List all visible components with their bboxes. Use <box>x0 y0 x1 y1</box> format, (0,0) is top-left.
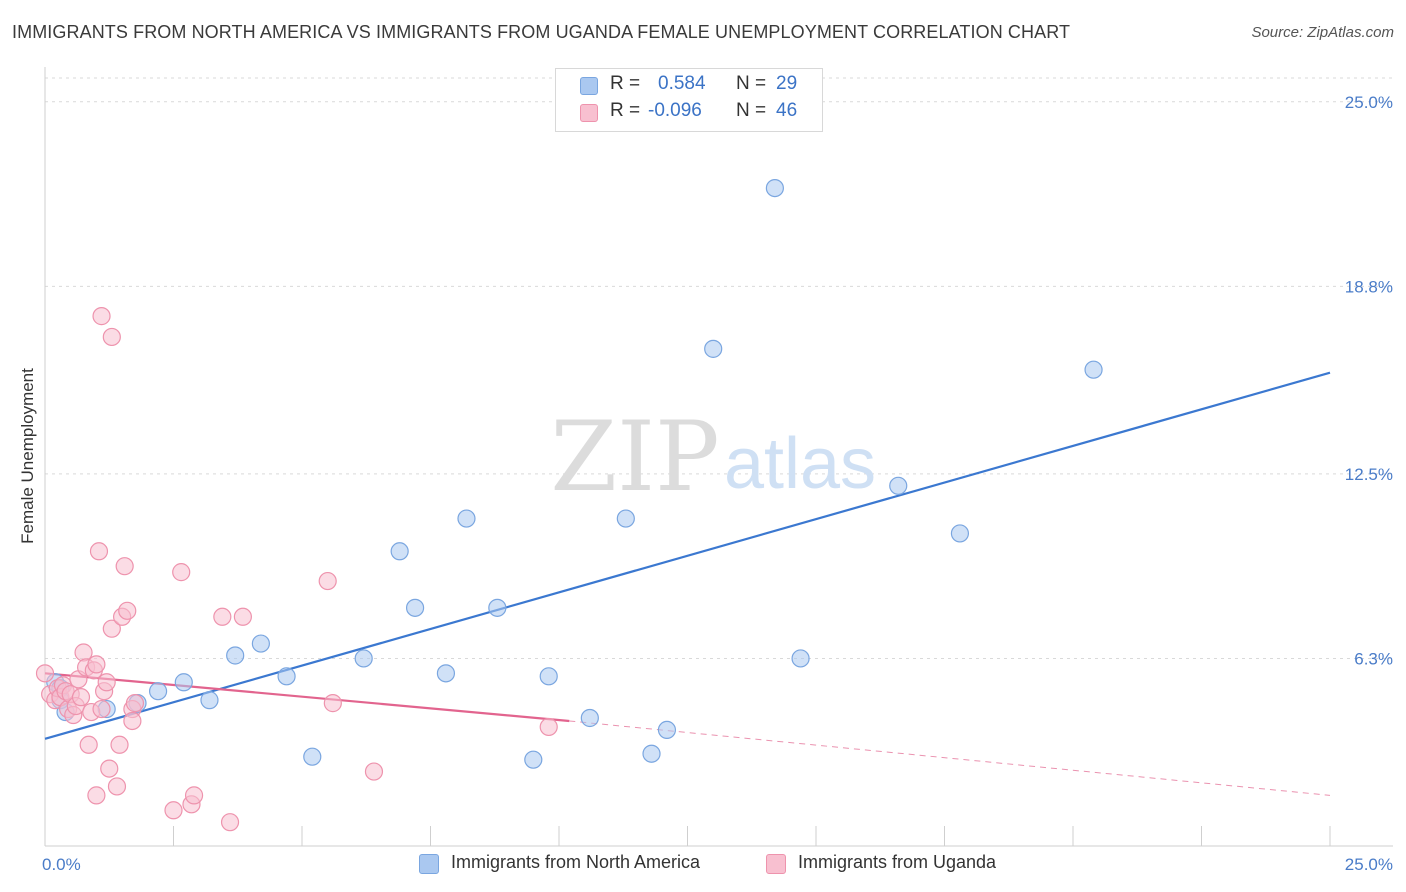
trend-line-0 <box>44 371 1331 740</box>
point-uganda <box>323 694 342 713</box>
point-uganda <box>35 664 55 683</box>
point-north-america <box>148 682 168 701</box>
point-uganda <box>87 786 106 805</box>
series-swatch-blue <box>419 854 439 874</box>
watermark-zip: ZIP <box>550 401 719 513</box>
point-north-america <box>226 646 245 665</box>
point-north-america <box>200 691 219 710</box>
point-uganda <box>107 777 127 796</box>
point-uganda <box>87 655 106 674</box>
y-tick-label: 12.5% <box>1345 465 1393 484</box>
point-north-america <box>174 673 193 692</box>
x-tick-label: 25.0% <box>1345 855 1393 874</box>
trend-lines <box>44 371 1331 796</box>
correlation-legend: R = 0.584 N = 29 R = -0.096 N = 46 <box>555 68 823 132</box>
legend-swatch-blue <box>580 77 598 95</box>
chart-title: IMMIGRANTS FROM NORTH AMERICA VS IMMIGRA… <box>12 22 1071 42</box>
trend-line-extension-1 <box>569 720 1331 796</box>
point-north-america <box>765 179 784 198</box>
point-uganda <box>184 786 204 805</box>
point-uganda <box>220 813 240 832</box>
data-points <box>35 179 1103 832</box>
point-north-america <box>251 634 270 653</box>
point-uganda <box>213 607 232 626</box>
point-uganda <box>164 801 183 820</box>
point-north-america <box>405 598 425 617</box>
point-north-america <box>657 720 677 740</box>
point-uganda <box>123 711 142 731</box>
point-uganda <box>539 717 558 737</box>
legend-r-label: R = <box>610 100 641 121</box>
point-uganda <box>71 688 91 707</box>
point-north-america <box>704 339 723 358</box>
point-uganda <box>172 563 191 582</box>
y-tick-label: 25.0% <box>1345 93 1393 112</box>
point-uganda <box>74 643 93 662</box>
legend-n-value: 29 <box>776 73 798 94</box>
point-north-america <box>642 744 661 763</box>
legend-swatch-pink <box>580 104 598 122</box>
point-uganda <box>100 759 119 778</box>
point-north-america <box>616 509 635 528</box>
point-north-america <box>539 667 558 686</box>
point-uganda <box>102 619 121 638</box>
legend-n-label: N = <box>736 100 767 121</box>
x-tick-label: 0.0% <box>42 855 81 874</box>
point-north-america <box>580 708 599 728</box>
watermark-atlas: atlas <box>724 424 876 504</box>
point-uganda <box>89 542 109 561</box>
legend-n-value: 46 <box>776 100 798 121</box>
gridlines <box>45 77 1393 659</box>
point-uganda <box>125 694 145 713</box>
point-uganda <box>233 607 252 626</box>
point-north-america <box>950 524 970 543</box>
point-uganda <box>102 327 121 347</box>
source-credit: Source: ZipAtlas.com <box>1251 24 1394 41</box>
point-uganda <box>92 699 111 719</box>
legend-r-value: 0.584 <box>658 73 706 94</box>
axes <box>44 67 1393 847</box>
trend-line-1 <box>44 672 570 723</box>
point-north-america <box>436 664 456 683</box>
point-uganda <box>115 557 134 576</box>
point-north-america <box>354 649 373 668</box>
series-label: Immigrants from North America <box>451 852 701 872</box>
y-tick-label: 18.8% <box>1345 277 1393 296</box>
tick-labels: 6.3% 12.5% 18.8% 25.0% 0.0% 25.0% <box>42 93 1393 874</box>
point-north-america <box>457 509 476 528</box>
point-north-america <box>889 476 908 495</box>
point-uganda <box>364 762 384 781</box>
legend-r-value: -0.096 <box>648 100 702 121</box>
point-north-america <box>303 747 322 766</box>
point-uganda <box>97 673 116 692</box>
point-uganda <box>318 571 337 591</box>
legend-n-label: N = <box>736 73 767 94</box>
point-north-america <box>488 598 507 617</box>
y-tick-label: 6.3% <box>1354 649 1393 668</box>
point-uganda <box>110 735 129 754</box>
point-uganda <box>118 601 137 620</box>
point-north-america <box>277 667 296 686</box>
point-uganda <box>79 735 98 754</box>
series-swatch-pink <box>766 854 786 874</box>
legend-r-label: R = <box>610 73 641 94</box>
point-north-america <box>524 750 543 769</box>
point-north-america <box>390 542 409 561</box>
point-north-america <box>791 649 810 668</box>
point-north-america <box>1084 360 1103 379</box>
point-uganda <box>92 307 111 326</box>
series-label: Immigrants from Uganda <box>798 852 997 872</box>
